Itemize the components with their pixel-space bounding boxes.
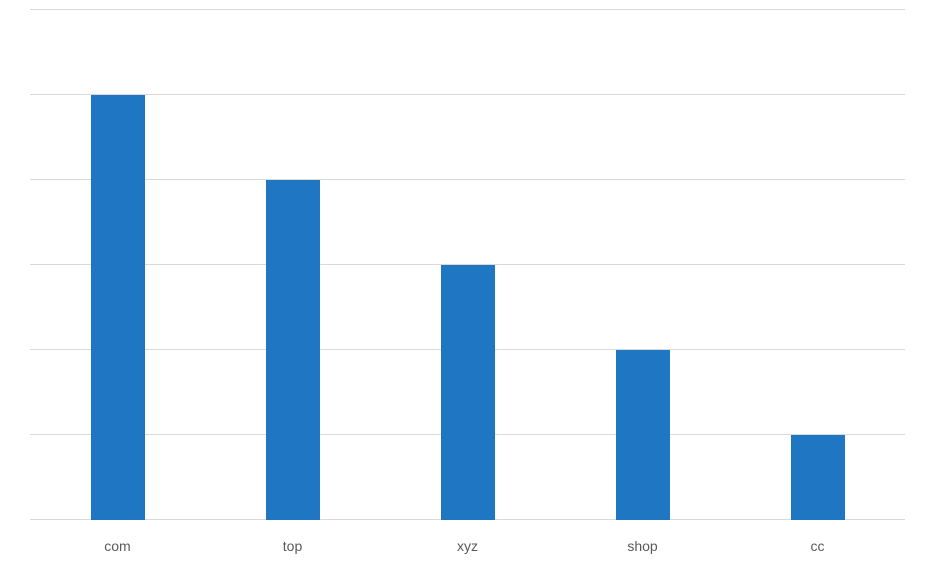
bar-slot bbox=[380, 10, 555, 520]
x-label-cc: cc bbox=[730, 528, 905, 554]
bar-slot bbox=[730, 10, 905, 520]
x-axis-labels: comtopxyzshopcc bbox=[30, 528, 905, 576]
bar-chart: comtopxyzshopcc bbox=[0, 0, 925, 576]
bar-slot bbox=[555, 10, 730, 520]
bar-slot bbox=[205, 10, 380, 520]
bar-top bbox=[266, 180, 320, 520]
bar-xyz bbox=[441, 265, 495, 520]
x-label-top: top bbox=[205, 528, 380, 554]
x-label-xyz: xyz bbox=[380, 528, 555, 554]
x-label-shop: shop bbox=[555, 528, 730, 554]
bar-shop bbox=[616, 350, 670, 520]
bar-slot bbox=[30, 10, 205, 520]
bar-cc bbox=[791, 435, 845, 520]
plot-area bbox=[30, 10, 905, 520]
bar-com bbox=[91, 95, 145, 520]
x-label-com: com bbox=[30, 528, 205, 554]
bars-container bbox=[30, 10, 905, 520]
